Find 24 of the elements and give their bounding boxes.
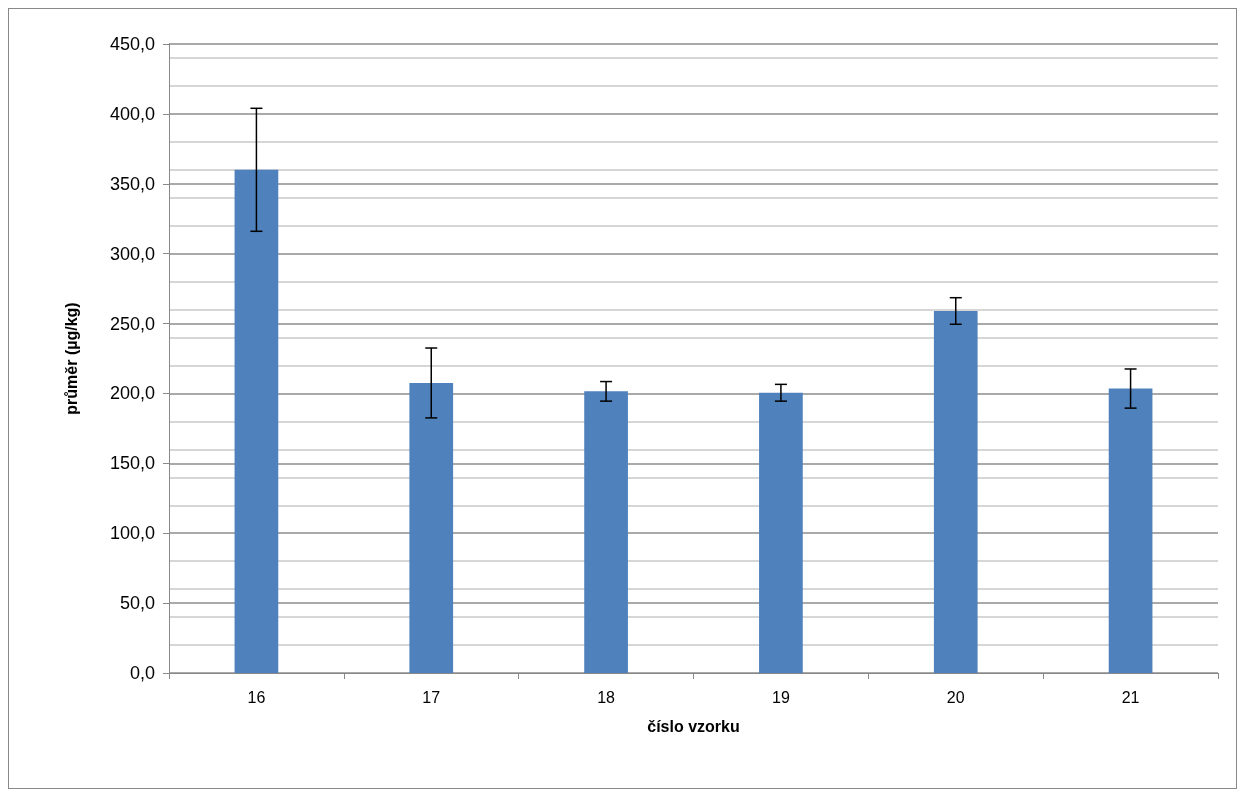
y-tick-label: 0,0 [129,663,155,683]
y-tick-label: 200,0 [109,383,155,404]
y-tick-label: 350,0 [109,173,155,194]
y-tick-label: 300,0 [109,243,155,264]
x-tick-label: 16 [247,688,266,706]
x-tick-label: 21 [1121,688,1140,706]
y-tick-label: 400,0 [109,103,155,124]
x-tick-label: 19 [772,688,790,706]
y-axis-title: průměr (µg/kg) [62,302,80,415]
y-tick-label: 100,0 [109,523,155,544]
x-tick-label: 17 [422,688,441,706]
x-axis-title: číslo vzorku [647,717,740,735]
y-tick-label: 250,0 [109,313,155,334]
y-tick-label: 50,0 [119,593,155,614]
x-tick-label: 20 [946,688,965,706]
bar [584,391,628,673]
bar [234,169,279,673]
x-tick-label: 18 [597,688,616,706]
y-tick-label: 150,0 [109,453,155,474]
bar [933,310,978,673]
bar [409,382,454,673]
y-tick-label: 450,0 [109,34,155,54]
bar [1108,388,1153,673]
bar [759,392,803,673]
